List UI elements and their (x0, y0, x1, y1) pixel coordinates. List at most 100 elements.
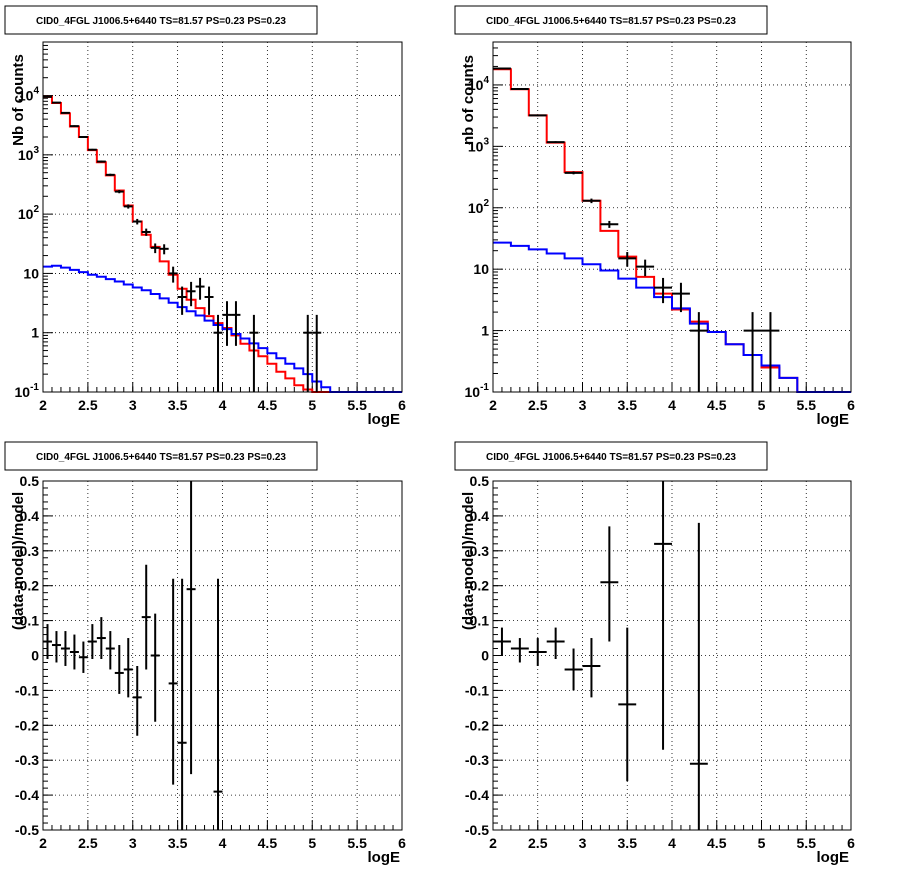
data-point (204, 286, 214, 315)
x-axis-label: logE (368, 849, 401, 866)
data-point (114, 190, 124, 194)
x-tick-label: 3.5 (168, 835, 188, 851)
chart-panel-2: CID0_4FGL J1006.5+6440 TS=81.57 PS=0.23 … (454, 5, 855, 428)
chart-title: CID0_4FGL J1006.5+6440 TS=81.57 PS=0.23 … (36, 16, 286, 27)
x-tick-label: 4.5 (258, 397, 278, 413)
data-point (231, 301, 241, 346)
x-tick-label: 6 (847, 397, 855, 413)
x-tick-label: 5 (308, 397, 316, 413)
x-tick-label: 2 (489, 397, 497, 413)
data-point (636, 259, 655, 277)
data-point (51, 101, 61, 104)
residual-point (43, 624, 52, 659)
x-tick-label: 6 (398, 397, 406, 413)
y-axis-label: (data-model)/model (10, 492, 27, 630)
title-box (4, 5, 318, 35)
data-point (105, 173, 115, 176)
y-tick-label: 0.5 (470, 473, 490, 489)
data-point (213, 314, 223, 392)
data-point (150, 243, 160, 254)
data-point (312, 314, 322, 392)
residual-point (213, 578, 223, 830)
chart-panel-1: CID0_4FGL J1006.5+6440 TS=81.57 PS=0.23 … (4, 5, 406, 428)
x-tick-label: 3.5 (618, 397, 638, 413)
y-tick-base: 10 (465, 384, 481, 400)
residual-point (177, 578, 187, 830)
data-point (249, 314, 259, 392)
y-tick-exponent: 2 (33, 204, 39, 215)
chart-panel-3: CID0_4FGL J1006.5+6440 TS=81.57 PS=0.23 … (4, 441, 406, 866)
y-tick-exponent: 3 (33, 145, 39, 156)
y-tick-label: 0.3 (470, 543, 490, 559)
data-point (493, 67, 511, 70)
y-tick-exponent: -1 (480, 382, 489, 393)
plot-frame (42, 480, 403, 831)
y-tick-label: -0.2 (465, 717, 489, 733)
data-point (168, 266, 178, 283)
x-tick-label: 3 (129, 397, 137, 413)
residual-point (114, 645, 124, 694)
y-tick-label: 10-1 (465, 382, 490, 400)
y-tick-label: 102 (18, 204, 40, 222)
residual-point (546, 627, 565, 659)
residual-point (528, 638, 547, 666)
chart-title: CID0_4FGL J1006.5+6440 TS=81.57 PS=0.23 … (486, 16, 736, 27)
chart-title: CID0_4FGL J1006.5+6440 TS=81.57 PS=0.23 … (486, 452, 736, 463)
x-tick-label: 5.5 (347, 835, 367, 851)
x-tick-label: 2.5 (78, 835, 98, 851)
residual-point (105, 631, 115, 670)
data-point (96, 160, 106, 163)
x-tick-label: 3 (579, 835, 587, 851)
data-point (303, 314, 313, 392)
y-tick-label: 0.1 (20, 613, 40, 629)
y-tick-label: -0.1 (465, 682, 489, 698)
chart-title: CID0_4FGL J1006.5+6440 TS=81.57 PS=0.23 … (36, 452, 286, 463)
data-point (186, 281, 196, 307)
y-tick-label: 10-1 (15, 382, 40, 400)
y-tick-base: 10 (15, 384, 31, 400)
y-tick-label: -0.3 (465, 752, 489, 768)
x-axis-label: logE (817, 411, 850, 428)
x-tick-label: 2.5 (78, 397, 98, 413)
x-tick-label: 3 (579, 397, 587, 413)
total-model-line (43, 95, 402, 393)
data-point (546, 141, 565, 144)
plot-frame (492, 480, 852, 831)
residual-point (564, 648, 583, 691)
y-tick-label: 10 (473, 261, 489, 277)
y-tick-exponent: 2 (483, 198, 489, 209)
y-axis-label: nb of counts (460, 55, 477, 145)
residual-point (96, 617, 106, 659)
y-tick-label: 104 (468, 75, 490, 93)
y-tick-label: 0.4 (470, 508, 490, 524)
y-axis-label: Nb of counts (10, 54, 27, 146)
residual-point (168, 578, 178, 785)
y-tick-base: 10 (18, 147, 34, 163)
data-point (582, 198, 601, 204)
x-tick-label: 4.5 (707, 835, 727, 851)
data-point (222, 301, 232, 346)
y-tick-base: 10 (18, 88, 34, 104)
data-point (510, 87, 529, 90)
x-tick-label: 3 (129, 835, 137, 851)
data-point (761, 312, 780, 392)
y-tick-label: 0.2 (470, 578, 490, 594)
y-tick-label: 0.5 (20, 473, 40, 489)
x-tick-label: 5.5 (797, 397, 817, 413)
x-axis-label: logE (368, 411, 401, 428)
y-tick-exponent: 4 (33, 86, 39, 97)
residual-point (654, 481, 672, 750)
x-tick-label: 4.5 (258, 835, 278, 851)
y-tick-label: -0.4 (465, 787, 489, 803)
data-point (689, 312, 708, 392)
plot-frame (42, 41, 403, 393)
residual-point (600, 526, 619, 642)
background-model-line (43, 264, 402, 393)
residual-point (150, 613, 160, 722)
data-point (43, 95, 52, 98)
y-tick-label: 10 (23, 265, 39, 281)
residual-point (493, 627, 511, 656)
data-point (195, 277, 205, 300)
residual-point (123, 638, 133, 698)
title-box (4, 441, 318, 471)
